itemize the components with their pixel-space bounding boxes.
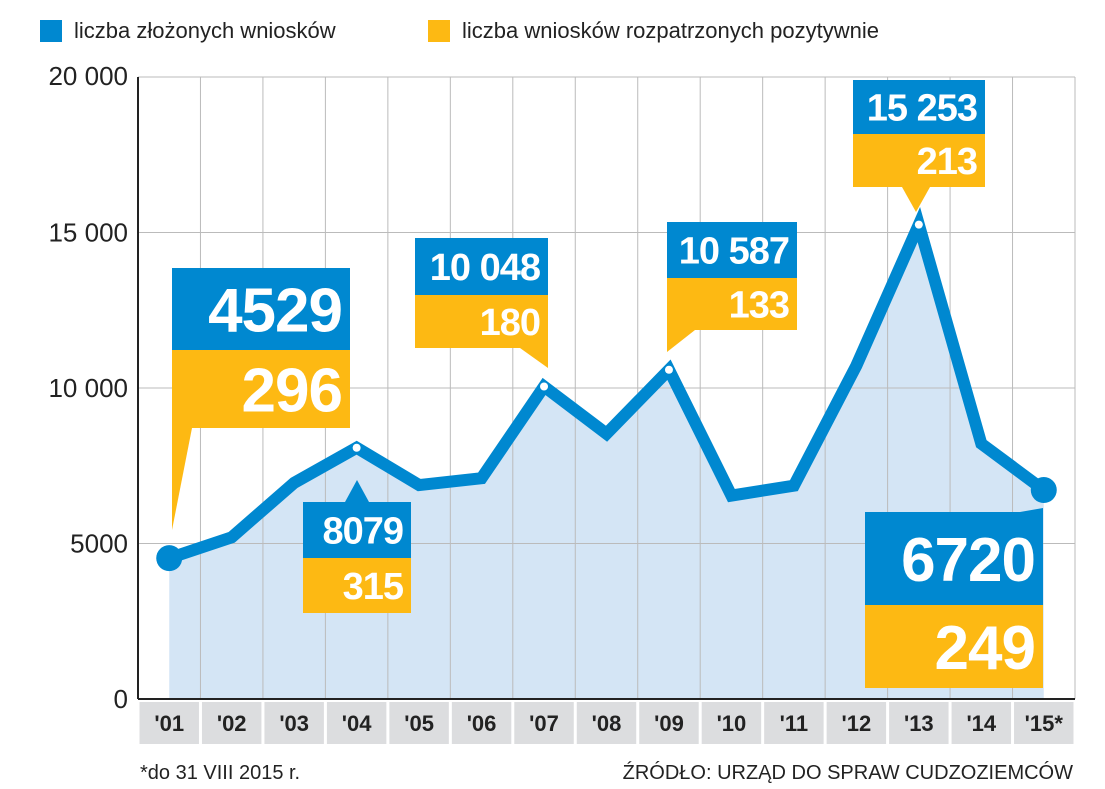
callout-positive-box bbox=[853, 134, 985, 187]
y-tick-label: 0 bbox=[114, 684, 128, 714]
callout-positive-value: 213 bbox=[917, 141, 977, 183]
callout-positive-value: 296 bbox=[242, 356, 342, 425]
legend-swatch-blue bbox=[40, 20, 62, 42]
x-tick-label: '01 bbox=[154, 711, 184, 736]
legend-item-positive: liczba wniosków rozpatrzonych pozytywnie bbox=[428, 18, 879, 44]
x-tick-cell bbox=[326, 702, 387, 744]
data-point-marker bbox=[914, 220, 923, 229]
y-tick-label: 15 000 bbox=[48, 218, 128, 248]
callout-positive-box bbox=[865, 605, 1043, 688]
x-tick-label: '03 bbox=[279, 711, 309, 736]
callout-positive-box bbox=[667, 278, 797, 330]
data-point-marker bbox=[540, 382, 549, 391]
callout-pointer bbox=[520, 348, 548, 368]
x-tick-cell bbox=[576, 702, 637, 744]
x-tick-label: '08 bbox=[592, 711, 622, 736]
callout-applications-value: 10 587 bbox=[679, 231, 789, 273]
callout-applications-value: 6720 bbox=[901, 526, 1035, 595]
x-tick-cell bbox=[514, 702, 574, 744]
x-tick-label: '07 bbox=[529, 711, 559, 736]
x-tick-cell bbox=[201, 702, 262, 744]
source-note: ŹRÓDŁO: URZĄD DO SPRAW CUDZOZIEMCÓW bbox=[622, 762, 1073, 784]
callout-pointer bbox=[1020, 508, 1043, 512]
callout-applications-value: 8079 bbox=[322, 511, 403, 553]
callout-positive-box bbox=[415, 295, 548, 348]
callout-pointer bbox=[345, 480, 369, 502]
x-tick-label: '04 bbox=[342, 711, 372, 736]
callout-positive-value: 315 bbox=[343, 566, 404, 608]
x-tick-cell bbox=[889, 702, 949, 744]
data-point-marker bbox=[664, 365, 673, 374]
y-tick-label: 10 000 bbox=[48, 373, 128, 403]
x-tick-cell bbox=[639, 702, 699, 744]
x-tick-label: '11 bbox=[780, 711, 809, 736]
legend-label: liczba wniosków rozpatrzonych pozytywnie bbox=[462, 18, 879, 43]
callout-positive-value: 249 bbox=[935, 614, 1035, 683]
callout-positive-value: 180 bbox=[480, 302, 540, 344]
x-tick-cell bbox=[826, 702, 887, 744]
y-tick-label: 20 000 bbox=[48, 61, 128, 91]
callout-applications-box bbox=[303, 502, 411, 558]
legend-swatch-yellow bbox=[428, 20, 450, 42]
legend-item-applications: liczba złożonych wniosków bbox=[40, 18, 336, 44]
x-tick-label: '13 bbox=[904, 711, 934, 736]
x-tick-cell bbox=[451, 702, 512, 744]
x-tick-cell bbox=[764, 702, 824, 744]
callout-positive-value: 133 bbox=[729, 285, 789, 327]
callout-applications-value: 10 048 bbox=[430, 247, 540, 289]
callout-applications-box bbox=[172, 268, 350, 350]
x-tick-label: '14 bbox=[966, 711, 996, 736]
footnote: *do 31 VIII 2015 r. bbox=[140, 762, 301, 784]
x-tick-cell bbox=[139, 702, 199, 744]
callout-pointer bbox=[902, 187, 930, 212]
x-tick-cell bbox=[1014, 702, 1074, 744]
data-point-marker bbox=[156, 545, 183, 572]
x-tick-label: '02 bbox=[217, 711, 247, 736]
x-tick-label: '05 bbox=[404, 711, 434, 736]
data-point-marker bbox=[1030, 477, 1057, 504]
x-tick-label: '15* bbox=[1025, 711, 1064, 736]
callout-positive-box bbox=[303, 558, 411, 613]
callout-positive-box bbox=[172, 350, 350, 428]
callout-applications-value: 15 253 bbox=[867, 88, 977, 130]
x-tick-cell bbox=[701, 702, 762, 744]
data-point-marker bbox=[352, 443, 361, 452]
x-tick-label: '12 bbox=[842, 711, 872, 736]
callout-applications-box bbox=[415, 238, 548, 295]
x-tick-label: '06 bbox=[467, 711, 497, 736]
x-tick-cell bbox=[951, 702, 1012, 744]
callout-applications-box bbox=[853, 80, 985, 134]
x-tick-label: '10 bbox=[717, 711, 747, 736]
callout-applications-box bbox=[865, 512, 1043, 605]
callout-pointer bbox=[172, 428, 192, 530]
x-tick-label: '09 bbox=[654, 711, 684, 736]
legend-label: liczba złożonych wniosków bbox=[74, 18, 336, 43]
callout-applications-box bbox=[667, 222, 797, 278]
callout-pointer bbox=[667, 330, 695, 352]
x-tick-cell bbox=[264, 702, 324, 744]
callout-applications-value: 4529 bbox=[208, 276, 342, 345]
x-tick-cell bbox=[389, 702, 449, 744]
y-tick-label: 5000 bbox=[70, 529, 128, 559]
